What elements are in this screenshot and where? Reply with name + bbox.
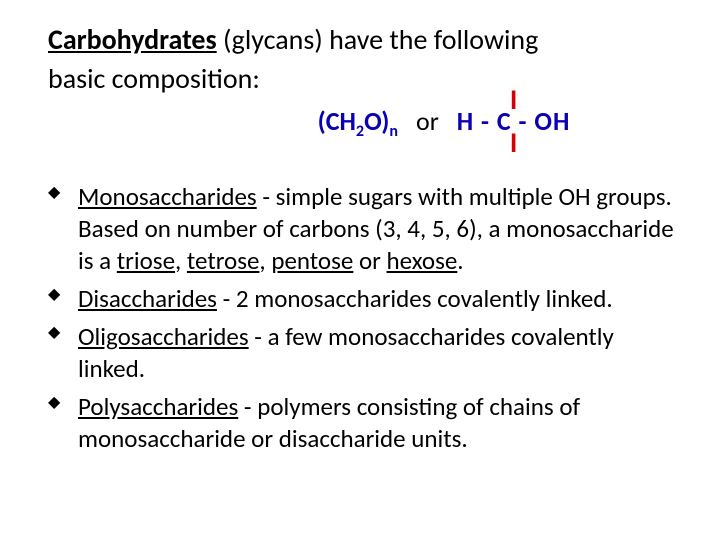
term: Monosaccharides bbox=[78, 181, 257, 212]
tail-end: . bbox=[457, 245, 463, 276]
joiner: , bbox=[175, 245, 187, 276]
term: Disaccharides bbox=[78, 283, 217, 314]
headline-keyword: Carbohydrates bbox=[48, 22, 217, 57]
term-inline: pentose bbox=[271, 245, 353, 276]
formula-part: O) bbox=[364, 105, 389, 137]
slide: Carbohydrates (glycans) have the followi… bbox=[0, 0, 720, 540]
joiner: , bbox=[259, 245, 271, 276]
formula-empirical: (CH2O)n bbox=[318, 105, 398, 137]
list-item: Polysaccharides - polymers consisting of… bbox=[48, 391, 676, 455]
headline-rest: (glycans) have the following bbox=[217, 22, 539, 57]
list-item: Disaccharides - 2 monosaccharides covale… bbox=[48, 283, 676, 315]
term-inline: triose bbox=[117, 245, 175, 276]
formula-subscript: n bbox=[389, 122, 398, 141]
term: Oligosaccharides bbox=[78, 321, 249, 352]
formula-structural: I H - C - OH I bbox=[457, 90, 571, 153]
list-item: Oligosaccharides - a few monosaccharides… bbox=[48, 321, 676, 385]
formula-or: or bbox=[416, 105, 439, 137]
bullet-list: Monosaccharides - simple sugars with mul… bbox=[48, 181, 680, 455]
term-inline: hexose bbox=[387, 245, 458, 276]
term: Polysaccharides bbox=[78, 391, 238, 422]
formula-row: (CH2O)n or I H - C - OH I bbox=[208, 90, 680, 153]
term-inline: tetrose bbox=[187, 245, 260, 276]
formula-subscript: 2 bbox=[356, 122, 364, 141]
joiner: or bbox=[353, 245, 386, 276]
bond-bottom: I bbox=[510, 133, 517, 153]
definition: - 2 monosaccharides covalently linked. bbox=[217, 283, 613, 314]
formula-part: (CH bbox=[318, 105, 356, 137]
headline: Carbohydrates (glycans) have the followi… bbox=[48, 22, 680, 57]
list-item: Monosaccharides - simple sugars with mul… bbox=[48, 181, 676, 277]
